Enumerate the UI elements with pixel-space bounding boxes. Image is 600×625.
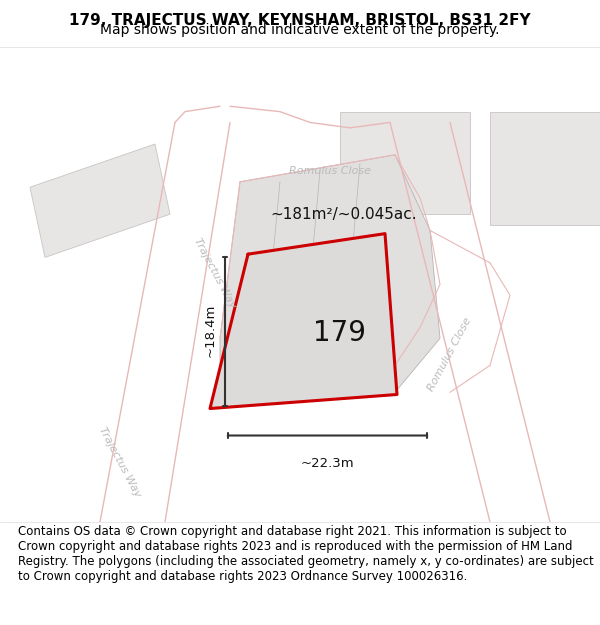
Text: Trajectus Way: Trajectus Way: [97, 426, 143, 499]
Polygon shape: [220, 155, 440, 392]
Text: Romulus Close: Romulus Close: [427, 316, 473, 393]
Text: Trajectus Way: Trajectus Way: [192, 237, 238, 311]
Polygon shape: [340, 112, 470, 214]
Polygon shape: [30, 144, 170, 258]
Text: 179, TRAJECTUS WAY, KEYNSHAM, BRISTOL, BS31 2FY: 179, TRAJECTUS WAY, KEYNSHAM, BRISTOL, B…: [69, 13, 531, 28]
Text: Romulus Close: Romulus Close: [289, 166, 371, 176]
Text: Contains OS data © Crown copyright and database right 2021. This information is : Contains OS data © Crown copyright and d…: [18, 525, 594, 583]
Text: ~181m²/~0.045ac.: ~181m²/~0.045ac.: [270, 207, 416, 222]
Text: Map shows position and indicative extent of the property.: Map shows position and indicative extent…: [100, 22, 500, 36]
Text: ~22.3m: ~22.3m: [300, 457, 354, 470]
Polygon shape: [490, 112, 600, 225]
Text: ~18.4m: ~18.4m: [203, 304, 217, 358]
Polygon shape: [210, 234, 397, 409]
Text: 179: 179: [314, 319, 367, 348]
